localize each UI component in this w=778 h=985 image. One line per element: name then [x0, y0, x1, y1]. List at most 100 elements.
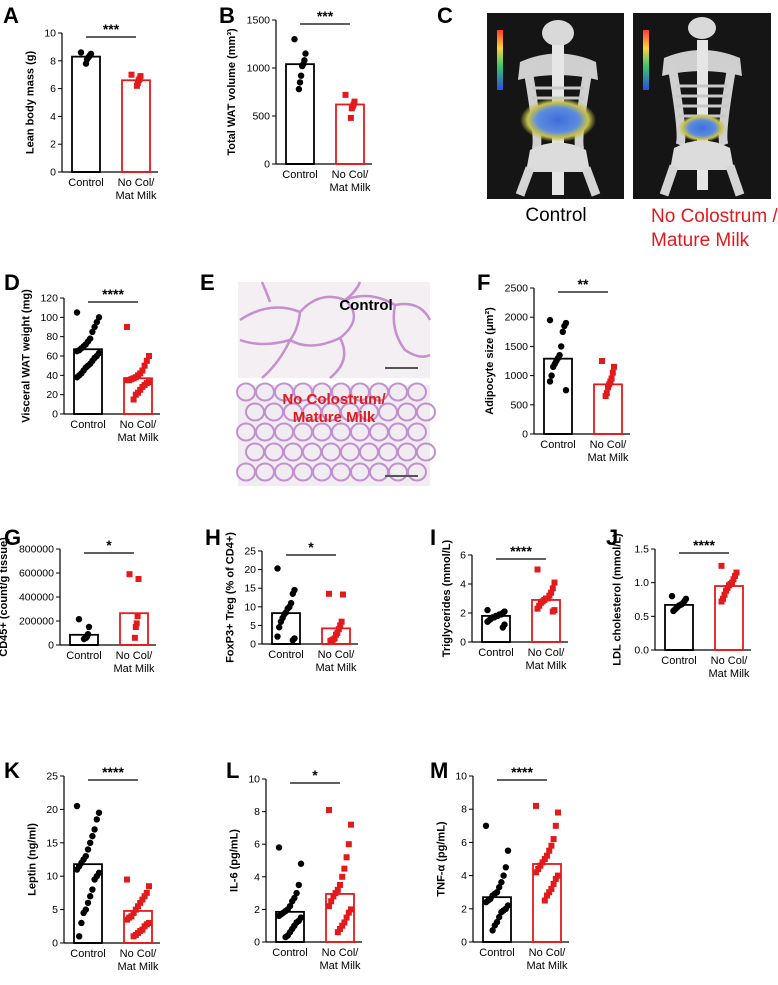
- data-point: [130, 933, 137, 940]
- data-point: [291, 36, 298, 43]
- data-point: [73, 866, 81, 873]
- data-point: [482, 822, 490, 829]
- data-point: [76, 933, 83, 940]
- chart-i: I 0 2 4 6 Triglycerides (mmol/L) Control No Col…: [430, 525, 568, 672]
- x-category-label: Mat Milk: [118, 961, 159, 973]
- y-tick-label: 2000: [505, 312, 529, 324]
- y-axis-label: Adipocyte size (μm²): [484, 307, 496, 415]
- y-tick-label: 25: [46, 771, 58, 783]
- data-point: [555, 809, 561, 816]
- data-point: [345, 841, 352, 848]
- data-point: [343, 914, 350, 921]
- bar-control: [285, 63, 315, 165]
- panel-letter-c: C: [437, 3, 453, 28]
- data-point: [342, 91, 349, 98]
- data-point: [328, 898, 335, 905]
- data-point: [133, 620, 140, 627]
- y-axis-label: Visceral WAT weight (mg): [20, 289, 32, 423]
- y-tick-label: 600000: [19, 568, 54, 580]
- panel-letter-i: I: [430, 525, 436, 550]
- data-point: [82, 60, 90, 67]
- data-point: [721, 591, 728, 598]
- y-tick-label: 5: [52, 904, 58, 916]
- panel-letter-b: B: [219, 3, 235, 28]
- x-category-label: No Col/: [120, 948, 158, 960]
- panel-letter-l: L: [226, 758, 239, 783]
- panel-letter-d: D: [4, 270, 20, 295]
- y-tick-label: 400000: [19, 592, 54, 604]
- data-point: [143, 357, 150, 364]
- data-point: [80, 635, 88, 643]
- x-category-label: Control: [282, 169, 317, 181]
- data-point: [124, 876, 130, 883]
- y-tick-label: 1.5: [634, 544, 649, 556]
- data-point: [730, 576, 737, 583]
- data-point: [276, 624, 283, 631]
- bar-control: [543, 357, 573, 435]
- data-point: [73, 309, 81, 316]
- y-tick-label: 500: [252, 111, 270, 123]
- data-point: [718, 598, 725, 605]
- skeleton-treated-icon: [643, 17, 745, 197]
- chart-h: H 0 5 10 15 20 25 FoxP3+ Treg (% of CD4+) Contro…: [205, 525, 358, 674]
- y-tick-label: 1500: [247, 15, 271, 27]
- y-tick-label: 15: [46, 837, 58, 849]
- x-category-label: Control: [479, 947, 514, 959]
- significance-label: ****: [511, 764, 533, 780]
- data-point: [135, 576, 142, 582]
- y-tick-label: 2500: [505, 283, 529, 295]
- data-point: [504, 847, 512, 854]
- data-point: [141, 362, 148, 369]
- y-tick-label: 1.0: [634, 577, 649, 589]
- x-category-label: Control: [540, 439, 575, 451]
- data-point: [89, 886, 96, 893]
- y-tick-label: 0: [52, 409, 58, 421]
- data-point: [599, 358, 605, 364]
- data-point: [539, 859, 546, 866]
- data-point: [341, 919, 348, 926]
- data-point: [491, 922, 498, 929]
- data-point: [80, 909, 87, 917]
- data-point: [132, 624, 139, 630]
- data-point: [91, 826, 98, 833]
- data-point: [128, 71, 135, 78]
- x-category-label: Control: [68, 177, 103, 189]
- data-point: [537, 862, 544, 869]
- data-point: [332, 890, 339, 897]
- data-point: [132, 391, 139, 398]
- data-point: [124, 377, 130, 384]
- data-point: [84, 899, 92, 907]
- data-point: [296, 79, 304, 86]
- y-tick-label: 10: [46, 871, 58, 883]
- data-point: [534, 566, 541, 573]
- y-tick-label: 6: [254, 839, 260, 851]
- histology-treated-label-line2: Mature Milk: [293, 409, 376, 426]
- data-point: [146, 883, 152, 890]
- significance-label: ****: [693, 537, 715, 553]
- y-axis-label: TNF-α (pg/mL): [436, 821, 448, 897]
- data-point: [345, 909, 352, 916]
- x-category-label: No Col/: [332, 169, 370, 181]
- panel-letter-g: G: [4, 525, 21, 550]
- x-category-label: No Col/: [118, 177, 156, 189]
- data-point: [131, 634, 138, 641]
- y-tick-label: 25: [244, 546, 256, 558]
- x-category-label: Control: [268, 649, 303, 661]
- histology-treated-cells: [236, 382, 436, 482]
- data-point: [75, 616, 83, 623]
- data-point: [132, 906, 139, 913]
- data-point: [134, 613, 141, 620]
- data-point: [89, 832, 96, 840]
- data-point: [500, 872, 507, 879]
- data-point: [611, 363, 617, 370]
- data-point: [335, 626, 342, 633]
- data-point: [533, 802, 539, 809]
- x-category-label: Control: [70, 948, 105, 960]
- y-tick-label: 120: [40, 293, 58, 305]
- y-tick-label: 2: [50, 139, 56, 151]
- data-point: [126, 571, 133, 578]
- data-point: [496, 913, 503, 921]
- data-point: [555, 872, 561, 879]
- data-point: [85, 623, 93, 631]
